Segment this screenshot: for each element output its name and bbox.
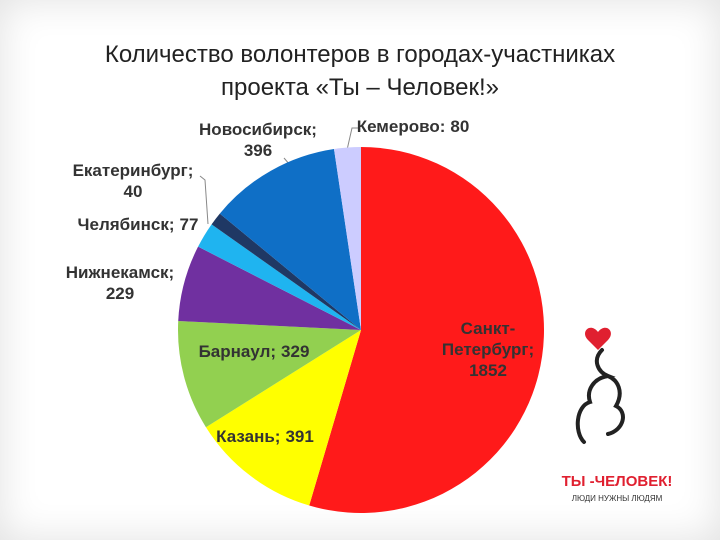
label-category: Санкт-Петербург; — [441, 319, 535, 359]
label-value: 1852 — [469, 361, 507, 380]
label-value: 77 — [179, 215, 199, 234]
label-value: 80 — [450, 117, 470, 136]
data-label-box: Кемерово: 80 — [343, 116, 483, 137]
data-label: Екатеринбург; 40 — [63, 160, 203, 202]
data-label: Санкт-Петербург; 1852 — [428, 318, 548, 381]
logo-title: ТЫ -ЧЕЛОВЕК! — [562, 473, 673, 490]
data-label-box: Новосибирск; 396 — [188, 119, 328, 161]
label-category: Екатеринбург; — [72, 161, 194, 180]
data-label-box: Челябинск; 77 — [58, 214, 218, 235]
data-label: Новосибирск; 396 — [188, 119, 328, 161]
label-value: 391 — [285, 427, 314, 446]
leader-line — [199, 175, 209, 225]
data-label: Челябинск; 77 — [58, 214, 218, 235]
data-label-box: Казань; 391 — [195, 426, 335, 447]
label-category: Челябинск; — [77, 215, 175, 234]
label-value: 396 — [243, 141, 273, 160]
pie-slice — [178, 246, 361, 330]
chart-title: Количество волонтеров в городах-участник… — [104, 41, 616, 101]
label-value: 229 — [105, 284, 135, 303]
data-label-box: Санкт-Петербург; 1852 — [428, 318, 548, 381]
pie-slice — [309, 147, 545, 514]
data-label: Нижнекамск; 229 — [45, 262, 195, 304]
logo: ТЫ -ЧЕЛОВЕК! ЛЮДИ НУЖНЫ ЛЮДЯМ — [562, 327, 673, 503]
data-label: Казань; 391 — [195, 426, 335, 447]
leader-line — [346, 127, 358, 151]
pie-slice — [333, 147, 361, 330]
label-category: Казань; — [216, 427, 281, 446]
data-label: Кемерово: 80 — [343, 116, 483, 137]
data-label-box: Нижнекамск; 229 — [45, 262, 195, 304]
label-value: 329 — [281, 342, 310, 361]
label-category: Нижнекамск; — [65, 263, 175, 282]
data-label-box: Барнаул; 329 — [174, 341, 334, 362]
pie-slice — [211, 213, 361, 330]
logo-figure — [575, 348, 625, 444]
data-label-box: Екатеринбург; 40 — [63, 160, 203, 202]
pie-slice — [177, 321, 361, 428]
pie-slice — [198, 224, 361, 330]
label-category: Барнаул; — [198, 342, 277, 361]
logo-slogan: ЛЮДИ НУЖНЫ ЛЮДЯМ — [572, 494, 663, 503]
logo-heart — [585, 327, 611, 350]
label-value: 40 — [123, 182, 143, 201]
label-category: Кемерово: — [356, 117, 446, 136]
pie-slice — [219, 149, 361, 330]
data-label: Барнаул; 329 — [174, 341, 334, 362]
pie-slice — [205, 330, 361, 506]
label-category: Новосибирск; — [199, 120, 317, 139]
